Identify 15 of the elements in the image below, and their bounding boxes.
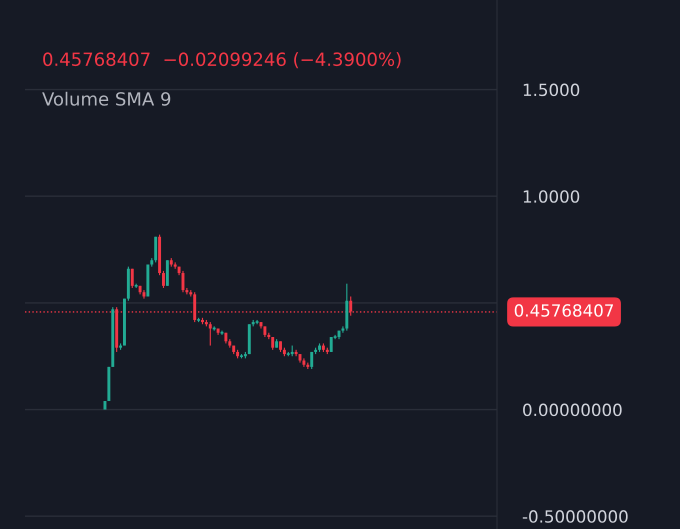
- candlestick: [271, 336, 274, 350]
- candlestick: [310, 351, 314, 370]
- candlestick: [208, 322, 212, 346]
- y-tick-label: -0.50000000: [522, 510, 628, 523]
- candlestick: [330, 336, 333, 353]
- y-tick-label: 0.00000000: [523, 404, 622, 416]
- y-tick-label: 1.0000: [524, 190, 580, 203]
- annotation: Volume SMA 9: [42, 92, 170, 106]
- candlestick: [290, 345, 294, 357]
- annotation: 0.45768407 −0.02099246 (−4.3900%): [43, 52, 401, 68]
- candlestick: [182, 270, 184, 293]
- candlestick: [162, 270, 165, 289]
- y-tick-label: 1.5000: [524, 84, 580, 96]
- candlestick: [154, 236, 158, 263]
- ref-line-label: 0.45768407: [514, 304, 613, 317]
